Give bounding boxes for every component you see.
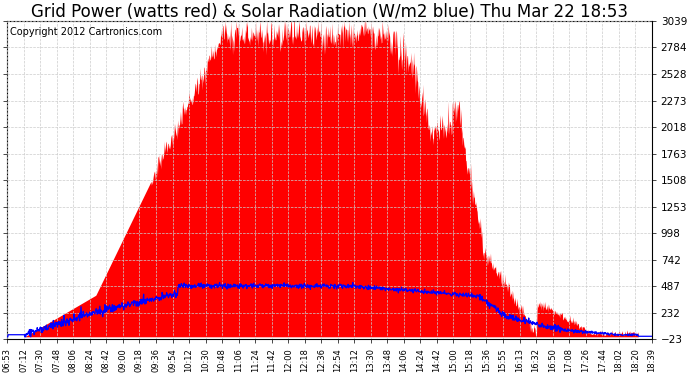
Text: Copyright 2012 Cartronics.com: Copyright 2012 Cartronics.com <box>10 27 163 37</box>
Title: Grid Power (watts red) & Solar Radiation (W/m2 blue) Thu Mar 22 18:53: Grid Power (watts red) & Solar Radiation… <box>31 3 628 21</box>
